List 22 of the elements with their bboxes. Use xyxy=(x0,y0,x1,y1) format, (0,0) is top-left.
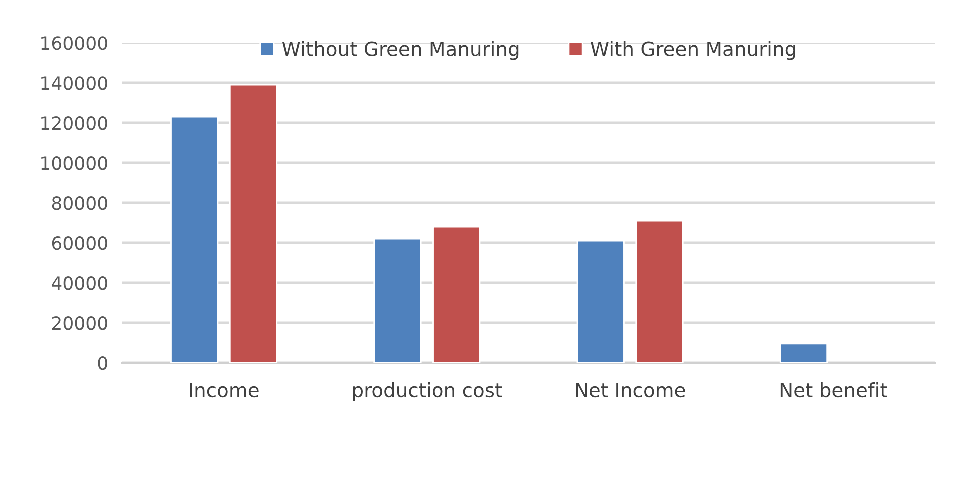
bar xyxy=(170,116,219,364)
y-tick-label: 40000 xyxy=(52,276,108,290)
bar xyxy=(780,343,828,364)
y-tick-label: 0 xyxy=(98,356,108,370)
bar xyxy=(432,226,481,364)
y-tick-label: 60000 xyxy=(52,236,108,250)
bar xyxy=(229,84,278,364)
bar xyxy=(576,240,625,364)
y-tick-label: 100000 xyxy=(42,156,108,170)
y-tick-label: 80000 xyxy=(52,196,108,210)
x-tick-label: Net Income xyxy=(576,383,686,398)
x-tick-label: Net benefit xyxy=(780,382,888,398)
x-tick-label: Income xyxy=(190,383,259,398)
y-tick-label: 120000 xyxy=(42,116,108,130)
legend-label: With Green Manuring xyxy=(591,41,796,60)
bar xyxy=(374,238,422,364)
y-tick-label: 20000 xyxy=(52,316,108,330)
y-tick-label: 140000 xyxy=(42,76,108,90)
legend-label: Without Green Manuring xyxy=(282,41,519,60)
bar xyxy=(636,220,684,364)
x-tick-label: production cost xyxy=(353,382,502,402)
y-tick-label: 160000 xyxy=(42,36,108,50)
